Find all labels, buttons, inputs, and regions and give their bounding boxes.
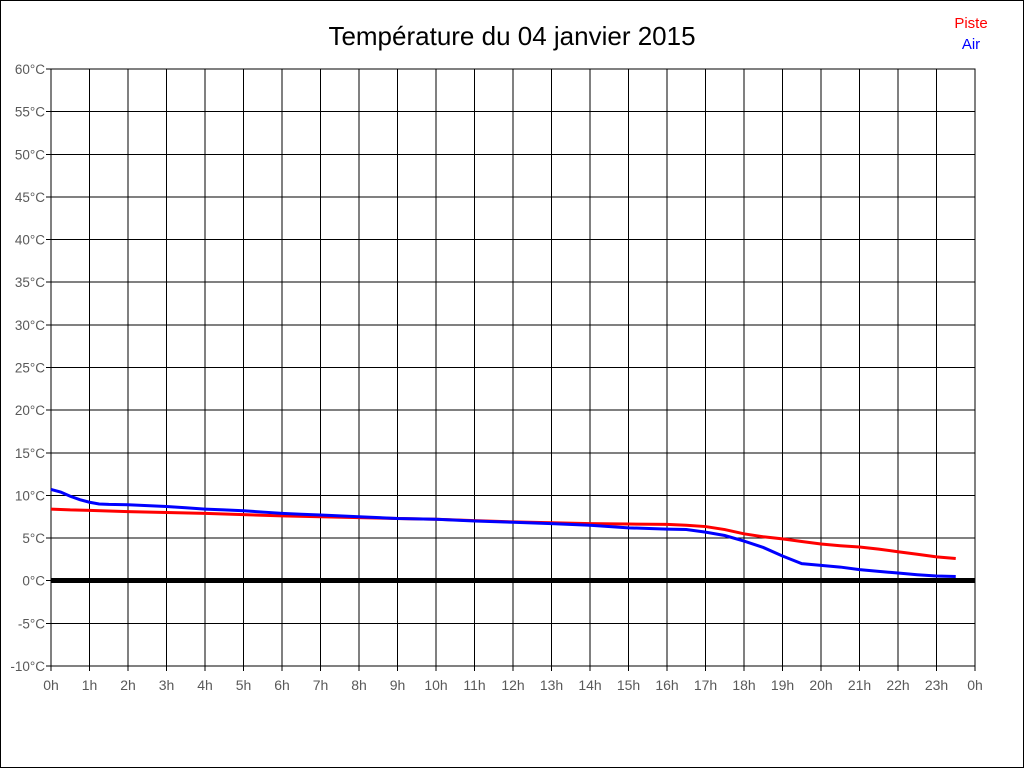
y-axis-tick-label: 35°C bbox=[15, 275, 45, 290]
x-axis-tick-label: 7h bbox=[313, 677, 329, 693]
x-axis-tick-label: 15h bbox=[617, 677, 640, 693]
x-axis-tick-label: 17h bbox=[694, 677, 717, 693]
y-axis-tick-label: 40°C bbox=[15, 233, 45, 248]
series-line-air bbox=[50, 488, 956, 578]
legend-item-piste: Piste bbox=[954, 15, 988, 32]
x-axis-tick-label: 2h bbox=[120, 677, 136, 693]
series-line-piste bbox=[50, 507, 956, 561]
legend-item-air: Air bbox=[961, 36, 981, 53]
x-axis-tick-label: 20h bbox=[809, 677, 832, 693]
y-axis-tick-label: 45°C bbox=[15, 190, 45, 205]
x-axis-tick-label: 6h bbox=[274, 677, 290, 693]
y-axis-tick-label: 55°C bbox=[15, 105, 45, 120]
x-axis-tick-label: 21h bbox=[848, 677, 871, 693]
x-axis-tick-label: 18h bbox=[732, 677, 755, 693]
y-axis-tick-label: 30°C bbox=[15, 318, 45, 333]
x-axis-tick-label: 14h bbox=[578, 677, 601, 693]
y-axis-tick-label: 10°C bbox=[15, 488, 45, 503]
x-axis-tick-label: 12h bbox=[501, 677, 524, 693]
x-axis-tick-label: 13h bbox=[540, 677, 563, 693]
x-axis-tick-label: 11h bbox=[463, 677, 485, 693]
plot-border bbox=[50, 68, 976, 667]
x-axis-tick-label: 22h bbox=[886, 677, 909, 693]
x-axis-tick-label: 9h bbox=[390, 677, 406, 693]
x-axis-tick-label: 1h bbox=[82, 677, 98, 693]
y-axis-tick-label: 50°C bbox=[15, 147, 45, 162]
x-axis-tick-label: 10h bbox=[424, 677, 447, 693]
y-axis-tick-label: -10°C bbox=[10, 659, 45, 674]
y-axis-tick-label: 60°C bbox=[15, 62, 45, 77]
y-axis-tick-label: 20°C bbox=[15, 403, 45, 418]
legend: Piste Air bbox=[936, 13, 1006, 55]
x-axis-tick-label: 8h bbox=[351, 677, 367, 693]
x-axis-tick-label: 23h bbox=[925, 677, 948, 693]
y-axis-tick-label: 0°C bbox=[22, 574, 45, 589]
chart-title: Température du 04 janvier 2015 bbox=[328, 21, 696, 51]
x-axis-tick-label: 19h bbox=[771, 677, 794, 693]
x-axis-tick-label: 0h bbox=[43, 677, 59, 693]
y-axis-tick-label: 5°C bbox=[22, 531, 45, 546]
x-axis-tick-label: 5h bbox=[236, 677, 252, 693]
y-axis-tick-label: 25°C bbox=[15, 361, 45, 376]
y-axis-tick-label: 15°C bbox=[15, 446, 45, 461]
x-axis-tick-label: 4h bbox=[197, 677, 213, 693]
x-axis-tick-label: 0h bbox=[967, 677, 983, 693]
y-axis-tick-label: -5°C bbox=[18, 616, 45, 631]
x-axis-tick-label: 3h bbox=[159, 677, 175, 693]
x-axis-tick-label: 16h bbox=[655, 677, 678, 693]
